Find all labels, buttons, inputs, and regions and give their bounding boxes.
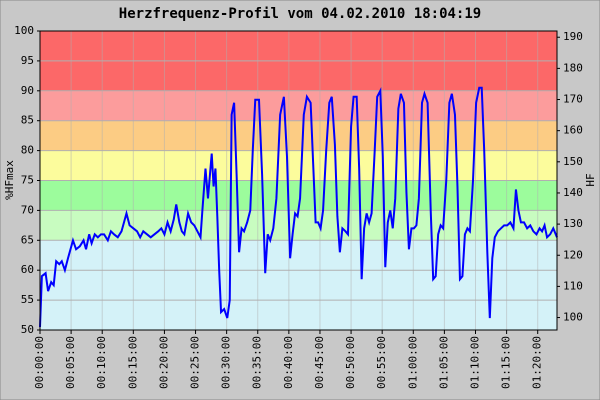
y-axis-label: %HFmax bbox=[3, 160, 16, 200]
zone bbox=[40, 90, 557, 121]
x-tick-label: 00:05:00 bbox=[64, 336, 77, 389]
y2-tick-label: 180 bbox=[563, 61, 583, 74]
y2-tick-label: 110 bbox=[563, 279, 583, 292]
y2-tick-label: 190 bbox=[563, 30, 583, 43]
x-tick-label: 00:10:00 bbox=[95, 336, 108, 389]
zone bbox=[40, 150, 557, 181]
y-tick-label: 60 bbox=[21, 263, 34, 276]
x-tick-label: 00:55:00 bbox=[375, 336, 388, 389]
x-tick-label: 00:00:00 bbox=[33, 336, 46, 389]
y-tick-label: 80 bbox=[21, 144, 34, 157]
chart-title: Herzfrequenz-Profil vom 04.02.2010 18:04… bbox=[119, 6, 481, 22]
x-tick-label: 00:45:00 bbox=[313, 336, 326, 389]
y2-tick-label: 150 bbox=[563, 155, 583, 168]
y-tick-label: 100 bbox=[14, 24, 34, 37]
y-tick-label: 95 bbox=[21, 54, 34, 67]
y2-tick-label: 100 bbox=[563, 311, 583, 324]
x-tick-label: 00:40:00 bbox=[282, 336, 295, 389]
y-tick-label: 75 bbox=[21, 174, 34, 187]
x-tick-label: 01:15:00 bbox=[500, 336, 513, 389]
y2-tick-label: 170 bbox=[563, 93, 583, 106]
y-tick-label: 65 bbox=[21, 233, 34, 246]
y2-tick-label: 140 bbox=[563, 186, 583, 199]
y2-tick-label: 130 bbox=[563, 217, 583, 230]
x-tick-label: 00:25:00 bbox=[189, 336, 202, 389]
x-tick-label: 00:15:00 bbox=[126, 336, 139, 389]
y-tick-label: 90 bbox=[21, 84, 34, 97]
plot-frame bbox=[39, 30, 558, 331]
y-tick-label: 55 bbox=[21, 293, 34, 306]
x-tick-label: 00:30:00 bbox=[220, 336, 233, 389]
y2-tick-label: 120 bbox=[563, 248, 583, 261]
x-tick-label: 01:10:00 bbox=[468, 336, 481, 389]
zone bbox=[40, 240, 557, 330]
y-tick-label: 70 bbox=[21, 203, 34, 216]
x-tick-label: 00:50:00 bbox=[344, 336, 357, 389]
y2-tick-label: 160 bbox=[563, 124, 583, 137]
x-tick-label: 01:20:00 bbox=[531, 336, 544, 389]
x-tick-label: 01:00:00 bbox=[406, 336, 419, 389]
x-tick-label: 01:05:00 bbox=[437, 336, 450, 389]
zone bbox=[40, 120, 557, 151]
data-line bbox=[39, 86, 558, 328]
y2-axis-label: HF bbox=[584, 173, 597, 186]
x-tick-label: 00:35:00 bbox=[251, 336, 264, 389]
x-tick-label: 00:20:00 bbox=[157, 336, 170, 389]
y-tick-label: 50 bbox=[21, 323, 34, 336]
y-tick-label: 85 bbox=[21, 114, 34, 127]
